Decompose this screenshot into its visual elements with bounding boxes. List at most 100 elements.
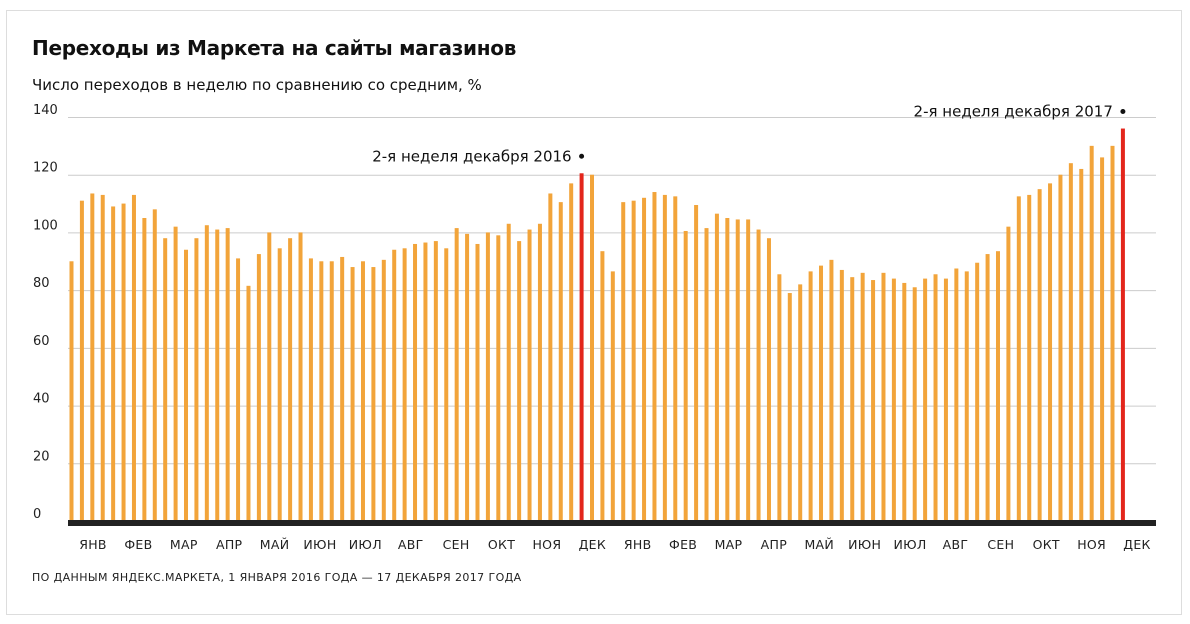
x-tick-label: СЕН xyxy=(443,537,470,552)
bar xyxy=(1100,157,1105,521)
bar xyxy=(995,251,1000,521)
bar xyxy=(194,238,199,521)
bar xyxy=(683,230,688,521)
y-tick-label: 140 xyxy=(33,103,58,118)
bar xyxy=(1016,196,1021,521)
bar xyxy=(694,205,699,521)
bar xyxy=(850,277,855,521)
bar xyxy=(642,197,647,522)
bar xyxy=(819,265,824,521)
bar xyxy=(506,223,511,521)
y-tick-label: 20 xyxy=(33,449,50,464)
bar xyxy=(371,267,376,521)
bar xyxy=(204,225,209,521)
bar xyxy=(569,183,574,521)
bar xyxy=(621,202,626,521)
bar xyxy=(787,293,792,521)
x-tick-label: СЕН xyxy=(987,537,1014,552)
bar-highlight xyxy=(1120,128,1125,522)
bar xyxy=(298,232,303,521)
bar xyxy=(923,278,928,521)
bar xyxy=(319,261,324,521)
bar xyxy=(1079,168,1084,521)
bar xyxy=(891,278,896,521)
x-axis-labels: ЯНВ ФЕВ МАР АПР МАЙ ИЮН ИЮЛ АВГ СЕН ОКТ НОЯ ДЕК ЯНВ Ф… xyxy=(79,537,1150,552)
bar xyxy=(912,287,917,521)
x-tick-label: ОКТ xyxy=(1033,537,1060,552)
bar xyxy=(433,241,438,522)
source-note: ПО ДАННЫМ ЯНДЕКС.МАРКЕТА, 1 ЯНВАРЯ 2016 … xyxy=(32,571,522,584)
x-tick-label: ДЕК xyxy=(1123,537,1150,552)
annotation-label: 2-я неделя декабря 2017 xyxy=(914,103,1113,121)
bar xyxy=(1006,226,1011,521)
chart-frame xyxy=(6,10,1182,615)
bar xyxy=(90,193,95,521)
bar xyxy=(1110,145,1115,521)
annotation-dot xyxy=(1120,109,1126,115)
y-tick-label: 0 xyxy=(33,507,41,522)
bar xyxy=(246,285,251,521)
bar xyxy=(808,271,813,521)
bar xyxy=(964,271,969,521)
bar xyxy=(1089,145,1094,521)
bar xyxy=(673,196,678,521)
bar xyxy=(652,192,657,521)
bar xyxy=(537,223,542,521)
y-tick-label: 40 xyxy=(33,392,50,407)
bar xyxy=(236,258,241,521)
bar xyxy=(839,269,844,521)
bar xyxy=(631,200,636,521)
bar xyxy=(277,248,282,522)
bar xyxy=(288,238,293,521)
bar xyxy=(475,243,480,521)
bar xyxy=(517,241,522,522)
bar xyxy=(152,209,157,522)
annotation-dot xyxy=(579,153,585,159)
x-axis-baseline xyxy=(68,520,1156,526)
bar xyxy=(777,274,782,521)
bar xyxy=(704,228,709,521)
x-tick-label: АПР xyxy=(761,537,788,552)
bar xyxy=(111,206,116,521)
bar xyxy=(173,226,178,521)
y-tick-label: 100 xyxy=(33,218,58,233)
annotations: 2-я неделя декабря 2016 2-я неделя декабр… xyxy=(372,103,1126,165)
bar xyxy=(465,233,470,521)
bar xyxy=(381,259,386,521)
x-tick-label: НОЯ xyxy=(1077,537,1106,552)
x-tick-label: ОКТ xyxy=(488,537,515,552)
bar xyxy=(766,238,771,521)
bar xyxy=(1068,163,1073,521)
bar xyxy=(69,261,74,521)
bar xyxy=(600,251,605,521)
x-tick-label: МАР xyxy=(170,537,198,552)
bar xyxy=(798,284,803,521)
bar xyxy=(902,282,907,521)
x-tick-label: МАР xyxy=(715,537,743,552)
x-tick-label: ЯНВ xyxy=(79,537,107,552)
bar xyxy=(610,271,615,521)
x-tick-label: ЯНВ xyxy=(624,537,652,552)
bar xyxy=(860,272,865,521)
x-tick-label: АВГ xyxy=(398,537,424,552)
chart-subtitle: Число переходов в неделю по сравнению со… xyxy=(32,76,482,94)
bar xyxy=(485,232,490,521)
y-tick-label: 80 xyxy=(33,276,50,291)
bar-highlight xyxy=(579,173,584,521)
x-tick-label: ФЕВ xyxy=(669,537,697,552)
bar xyxy=(985,254,990,522)
bar xyxy=(131,194,136,521)
bar xyxy=(392,249,397,521)
bar xyxy=(329,261,334,521)
bar xyxy=(548,193,553,521)
x-tick-label: ИЮН xyxy=(303,537,336,552)
bar xyxy=(340,256,345,521)
bar xyxy=(308,258,313,521)
x-tick-label: ИЮЛ xyxy=(349,537,382,552)
bar xyxy=(215,229,220,522)
bar xyxy=(725,218,730,521)
bar xyxy=(558,202,563,521)
bar xyxy=(350,267,355,521)
bar xyxy=(871,280,876,521)
bar xyxy=(423,242,428,521)
